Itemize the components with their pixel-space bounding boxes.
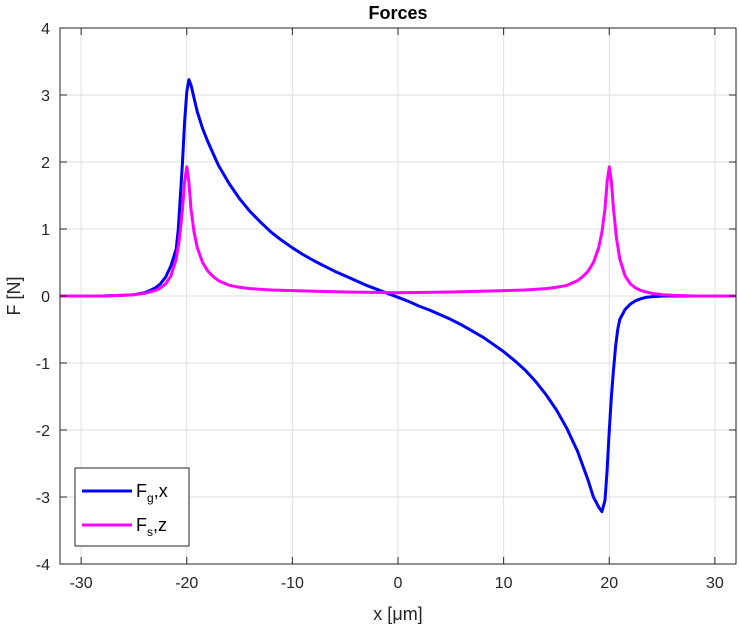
legend-entry-fs: Fs,z	[136, 515, 167, 539]
x-tick-labels: -30 -20 -10 0 10 20 30	[70, 575, 724, 592]
x-tick-label: 10	[495, 575, 513, 592]
x-axis-label: x [μm]	[373, 604, 422, 624]
x-tick-label: -30	[70, 575, 93, 592]
x-tick-label: 20	[600, 575, 618, 592]
y-tick-label: -1	[36, 356, 50, 373]
y-tick-label: -2	[36, 423, 50, 440]
x-axis-label-main: x [	[373, 604, 392, 624]
y-tick-label: 1	[41, 222, 50, 239]
legend-entry-fg-suffix: ,x	[154, 481, 168, 501]
legend-entry-fs-suffix: ,z	[153, 515, 167, 535]
y-tick-label: 2	[41, 155, 50, 172]
y-tick-label: -4	[36, 557, 50, 574]
y-axis-label: F [N]	[4, 277, 24, 316]
legend-entry-fs-main: F	[136, 515, 147, 535]
legend-entry-fg: Fg,x	[136, 481, 168, 505]
ticks	[60, 27, 736, 565]
chart-title: Forces	[368, 3, 427, 23]
x-tick-label: 0	[394, 575, 403, 592]
x-tick-label: 30	[706, 575, 724, 592]
series-line-fg-x	[60, 78, 736, 514]
y-tick-label: -3	[36, 490, 50, 507]
series-group	[60, 78, 736, 514]
legend-entry-fg-sub: g	[147, 491, 154, 505]
x-axis-label-mu: μ	[392, 604, 402, 624]
series-line-fs-z	[60, 165, 736, 298]
x-axis-label-unit: m]	[403, 604, 423, 624]
legend-box	[74, 467, 190, 547]
legend: Fg,x Fs,z	[74, 467, 190, 547]
x-tick-label: -10	[281, 575, 304, 592]
legend-entry-fg-main: F	[136, 481, 147, 501]
y-tick-label: 0	[41, 289, 50, 306]
x-tick-label: -20	[175, 575, 198, 592]
y-tick-label: 3	[41, 88, 50, 105]
legend-entry-fs-sub: s	[147, 525, 153, 539]
y-tick-labels: -4 -3 -2 -1 0 1 2 3 4	[36, 21, 50, 574]
y-tick-label: 4	[41, 21, 50, 38]
